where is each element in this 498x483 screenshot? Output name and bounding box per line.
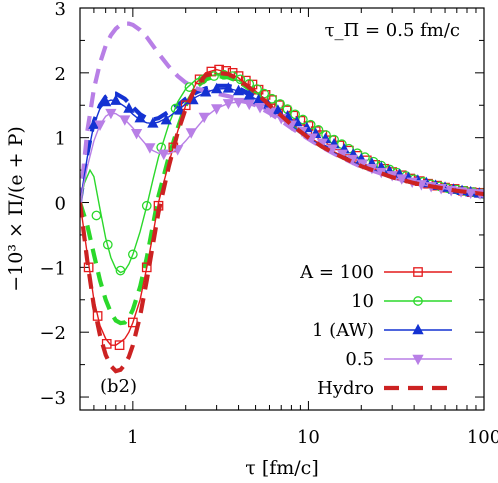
y-tick-label: 0 (55, 194, 66, 215)
data-point (94, 120, 106, 131)
data-point (134, 111, 146, 123)
data-point (232, 84, 245, 96)
series-line-1 (80, 74, 484, 274)
legend-label: 1 (AW) (312, 320, 374, 341)
y-tick-label: 1 (55, 129, 66, 150)
data-point (141, 200, 152, 211)
data-point (91, 210, 102, 221)
y-axis-title: −10³ × Π/(e + P) (5, 126, 27, 292)
data-point (200, 86, 212, 97)
series-layer (80, 21, 484, 374)
y-tick-label: −3 (39, 388, 66, 409)
data-point (185, 128, 197, 139)
axis-ticks (80, 7, 485, 410)
plot-frame (79, 7, 485, 411)
data-point (232, 97, 245, 109)
panel-label: (b2) (100, 376, 137, 397)
data-point (101, 339, 112, 349)
data-point (144, 143, 156, 154)
data-point (184, 82, 195, 92)
data-point (396, 174, 408, 185)
data-point (160, 113, 172, 125)
y-tick-label: 3 (55, 0, 66, 20)
legend-marker (413, 296, 423, 306)
data-point (254, 103, 266, 114)
data-point (243, 99, 255, 111)
data-point (275, 99, 285, 109)
legend-label: Hydro (317, 378, 374, 399)
data-point (267, 93, 277, 104)
data-point (114, 340, 125, 351)
dashed-curve-2 (80, 21, 484, 203)
legend: A = 100 10 1 (AW) 0.5 Hydro (299, 262, 452, 399)
data-point (105, 108, 117, 120)
tick-labels: 1 10 100 −3 −2 −1 0 1 2 3 (39, 0, 498, 448)
data-point (147, 117, 159, 128)
data-point (102, 239, 113, 250)
y-tick-label: −2 (39, 323, 66, 344)
legend-label: 10 (351, 291, 374, 312)
data-point (174, 104, 186, 115)
data-point (465, 188, 477, 200)
data-point (243, 89, 255, 100)
legend-label: A = 100 (299, 262, 374, 283)
legend-label: 0.5 (345, 349, 374, 370)
data-point (210, 82, 223, 94)
data-point (158, 149, 170, 161)
data-point (222, 99, 235, 110)
data-point (130, 128, 143, 140)
x-tick-label: 1 (127, 427, 138, 448)
y-tick-label: 2 (55, 64, 66, 85)
data-point (141, 262, 152, 273)
data-point (197, 74, 208, 85)
data-point (110, 94, 122, 105)
data-point (180, 100, 191, 111)
data-point (119, 115, 131, 126)
legend-marker (413, 267, 423, 277)
data-point (222, 82, 235, 93)
data-point (123, 102, 135, 113)
y-tick-label: −1 (39, 258, 66, 279)
data-point (235, 74, 246, 85)
series-markers-0 (83, 64, 484, 351)
legend-marker (412, 354, 424, 366)
data-point (290, 109, 300, 120)
x-axis-title: τ [fm/c] (245, 457, 318, 479)
x-tick-label: 10 (297, 427, 320, 448)
x-tick-label: 100 (467, 427, 498, 448)
hydro-line (80, 70, 484, 374)
data-point (115, 265, 126, 276)
data-point (92, 311, 103, 321)
legend-marker (412, 323, 424, 335)
data-point (128, 249, 138, 260)
tau-pi-annotation: τ_Π = 0.5 fm/c (325, 20, 460, 41)
data-point (100, 95, 112, 107)
data-point (198, 112, 210, 124)
data-point (214, 64, 224, 75)
data-point (210, 104, 223, 115)
